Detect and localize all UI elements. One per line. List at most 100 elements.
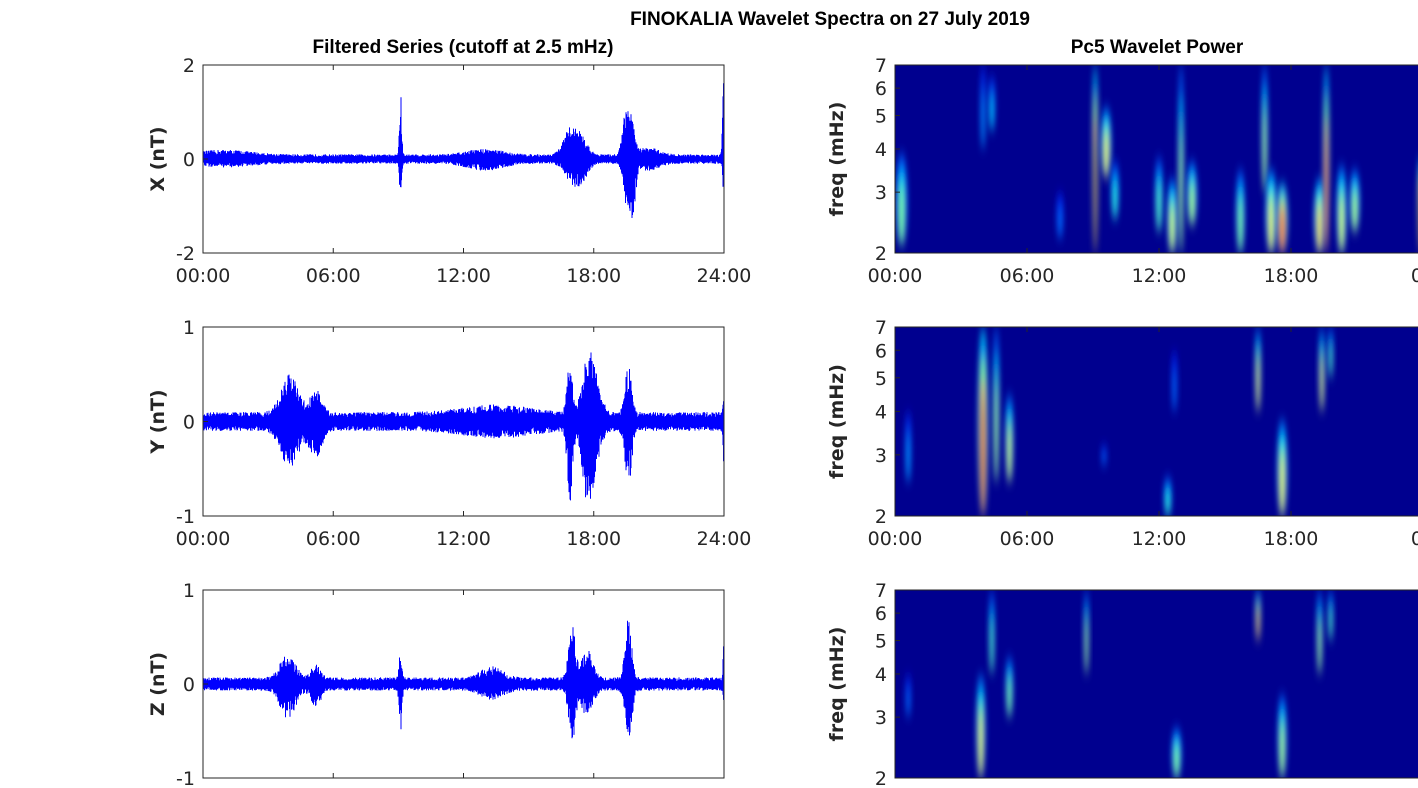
spectral-power-blob	[1265, 169, 1277, 253]
spectral-power-blob	[1172, 350, 1177, 412]
spectral-power-blob	[976, 673, 986, 778]
x-tick-label: 12:00	[436, 265, 491, 287]
spectral-power-blob	[905, 673, 911, 718]
spectral-power-blob	[1277, 419, 1287, 516]
spectral-power-blob	[1164, 476, 1172, 516]
spectrum-blobs	[905, 590, 1333, 778]
spectral-power-blob	[896, 152, 907, 246]
power-contour	[1058, 209, 1062, 239]
power-contour	[907, 690, 910, 718]
power-contour	[1353, 192, 1357, 233]
power-contour	[1325, 135, 1328, 253]
spectral-power-blob	[1255, 590, 1261, 641]
spectral-power-blob	[1255, 327, 1261, 412]
y-tick-label: 7	[875, 317, 887, 339]
y-tick-label: 2	[875, 768, 887, 788]
x-tick-label: 12:00	[1132, 528, 1187, 550]
power-contour	[899, 187, 904, 246]
spectral-power-blob	[1236, 169, 1245, 253]
y-tick-label: 0	[183, 674, 195, 696]
spectral-power-blob	[1101, 445, 1107, 466]
power-contour	[1257, 608, 1259, 641]
spectral-power-blob	[1005, 656, 1013, 718]
x-tick-label: 18:00	[1264, 528, 1319, 550]
y-tick-label: 2	[875, 243, 887, 265]
x-tick-label: 12:00	[436, 528, 491, 550]
spectral-power-blob	[1277, 694, 1287, 778]
power-contour	[1173, 373, 1176, 412]
spectral-power-blob	[905, 411, 912, 483]
power-contour	[981, 397, 985, 516]
spectral-power-blob	[1084, 590, 1089, 674]
spectral-power-blob	[1111, 160, 1119, 220]
spectrum-blobs	[896, 65, 1418, 253]
power-contour	[1317, 206, 1322, 253]
spectral-power-blob	[993, 327, 1000, 483]
y-tick-label: 5	[875, 105, 887, 127]
power-contour	[1280, 208, 1284, 253]
y-tick-label: 2	[875, 506, 887, 528]
spectral-power-blob	[1350, 169, 1360, 233]
x-tick-label: 00:00	[868, 265, 923, 287]
x-tick-label: 12:00	[1132, 265, 1187, 287]
spectral-power-blob	[1167, 177, 1177, 253]
power-contour	[982, 96, 984, 149]
y-tick-label: 0	[183, 149, 195, 171]
power-contour	[1269, 200, 1273, 253]
x-tick-label: 18:00	[566, 528, 621, 550]
y-axis-label: X (nT)	[147, 126, 169, 191]
x-tick-label: 00	[1411, 265, 1418, 287]
spectral-power-blob	[988, 76, 995, 132]
spectral-power-blob	[1323, 65, 1330, 253]
power-contour	[1157, 184, 1161, 233]
timeseries-panel-x: -2 0 2 00:00 06:00 12:00 18:00 24:00 X (nT)	[147, 55, 751, 287]
x-tick-label: 06:00	[1000, 265, 1055, 287]
power-contour	[990, 96, 993, 132]
right-column-title: Pc5 Wavelet Power	[1071, 37, 1244, 58]
x-tick-label: 18:00	[566, 265, 621, 287]
wavelet-power-panel-z: 2 3 4 5 67 freq (mHz)	[826, 580, 1418, 788]
power-contour	[1008, 426, 1011, 483]
power-contour	[1329, 608, 1332, 641]
power-contour	[979, 712, 983, 778]
spectral-power-blob	[1261, 65, 1268, 193]
power-contour	[1238, 200, 1242, 253]
axes-box	[894, 589, 1418, 779]
x-tick-label: 24:00	[697, 265, 752, 287]
y-axis-label: Y (nT)	[147, 389, 169, 454]
power-contour	[1170, 206, 1174, 253]
spectral-power-blob	[1328, 590, 1333, 641]
x-tick-label: 00:00	[176, 528, 231, 550]
wavelet-power-panel-x: 2 3 4 5 67 00:00 06:00 12:00 18:00 00 freq (mHz)	[826, 55, 1418, 287]
y-tick-label: 2	[183, 55, 195, 77]
spectral-power-blob	[1155, 156, 1163, 233]
power-contour	[1085, 621, 1088, 674]
spectrum-background	[895, 327, 1418, 516]
spectral-power-blob	[1314, 177, 1325, 253]
power-contour	[1256, 358, 1260, 412]
y-tick-label: 5	[875, 368, 887, 390]
power-contour	[1104, 133, 1108, 178]
y-tick-label: 3	[875, 445, 887, 467]
y-tick-label: 7	[875, 55, 887, 77]
y-tick-label: -2	[176, 243, 195, 265]
y-tick-label: -1	[176, 506, 195, 528]
power-contour	[1094, 135, 1097, 253]
x-tick-label: 00:00	[176, 265, 231, 287]
y-tick-label: 6	[875, 340, 887, 362]
spectral-power-blob	[1005, 393, 1014, 483]
y-tick-label: 1	[183, 580, 195, 602]
power-contour	[995, 385, 998, 483]
power-contour	[1008, 679, 1011, 718]
power-contour	[1318, 621, 1321, 674]
y-tick-label: 6	[875, 78, 887, 100]
y-tick-label: -1	[176, 768, 195, 788]
y-tick-label: 3	[875, 182, 887, 204]
power-contour	[1320, 358, 1323, 412]
power-contour	[907, 438, 910, 483]
spectral-power-blob	[1276, 182, 1288, 253]
y-tick-label: 4	[875, 139, 887, 161]
power-contour	[1329, 346, 1332, 378]
spectrum-background	[895, 590, 1418, 778]
power-contour	[1280, 725, 1284, 778]
